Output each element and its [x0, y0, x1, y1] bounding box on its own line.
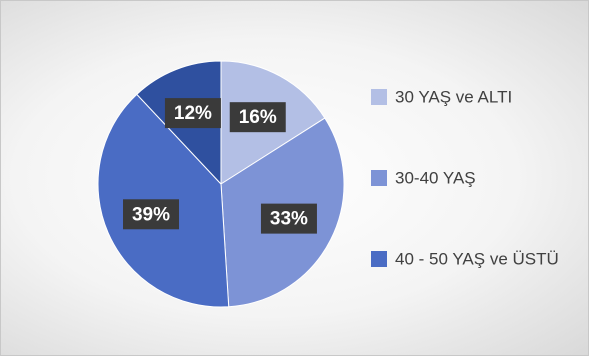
data-label: 39%: [132, 204, 170, 225]
data-label-box: [260, 203, 317, 234]
legend-label: 30 YAŞ ve ALTI: [395, 87, 512, 106]
legend-swatch: [371, 170, 387, 186]
data-label-box: [164, 98, 221, 129]
data-label: 12%: [174, 103, 212, 124]
legend-label: 30-40 YAŞ: [395, 168, 476, 187]
data-label: 16%: [239, 107, 277, 128]
legend-swatch: [371, 251, 387, 267]
legend-swatch: [371, 89, 387, 105]
data-label-box: [229, 102, 286, 133]
data-label-box: [123, 199, 180, 230]
data-label: 33%: [270, 209, 308, 230]
legend-label: 40 - 50 YAŞ ve ÜSTÜ: [395, 249, 559, 268]
